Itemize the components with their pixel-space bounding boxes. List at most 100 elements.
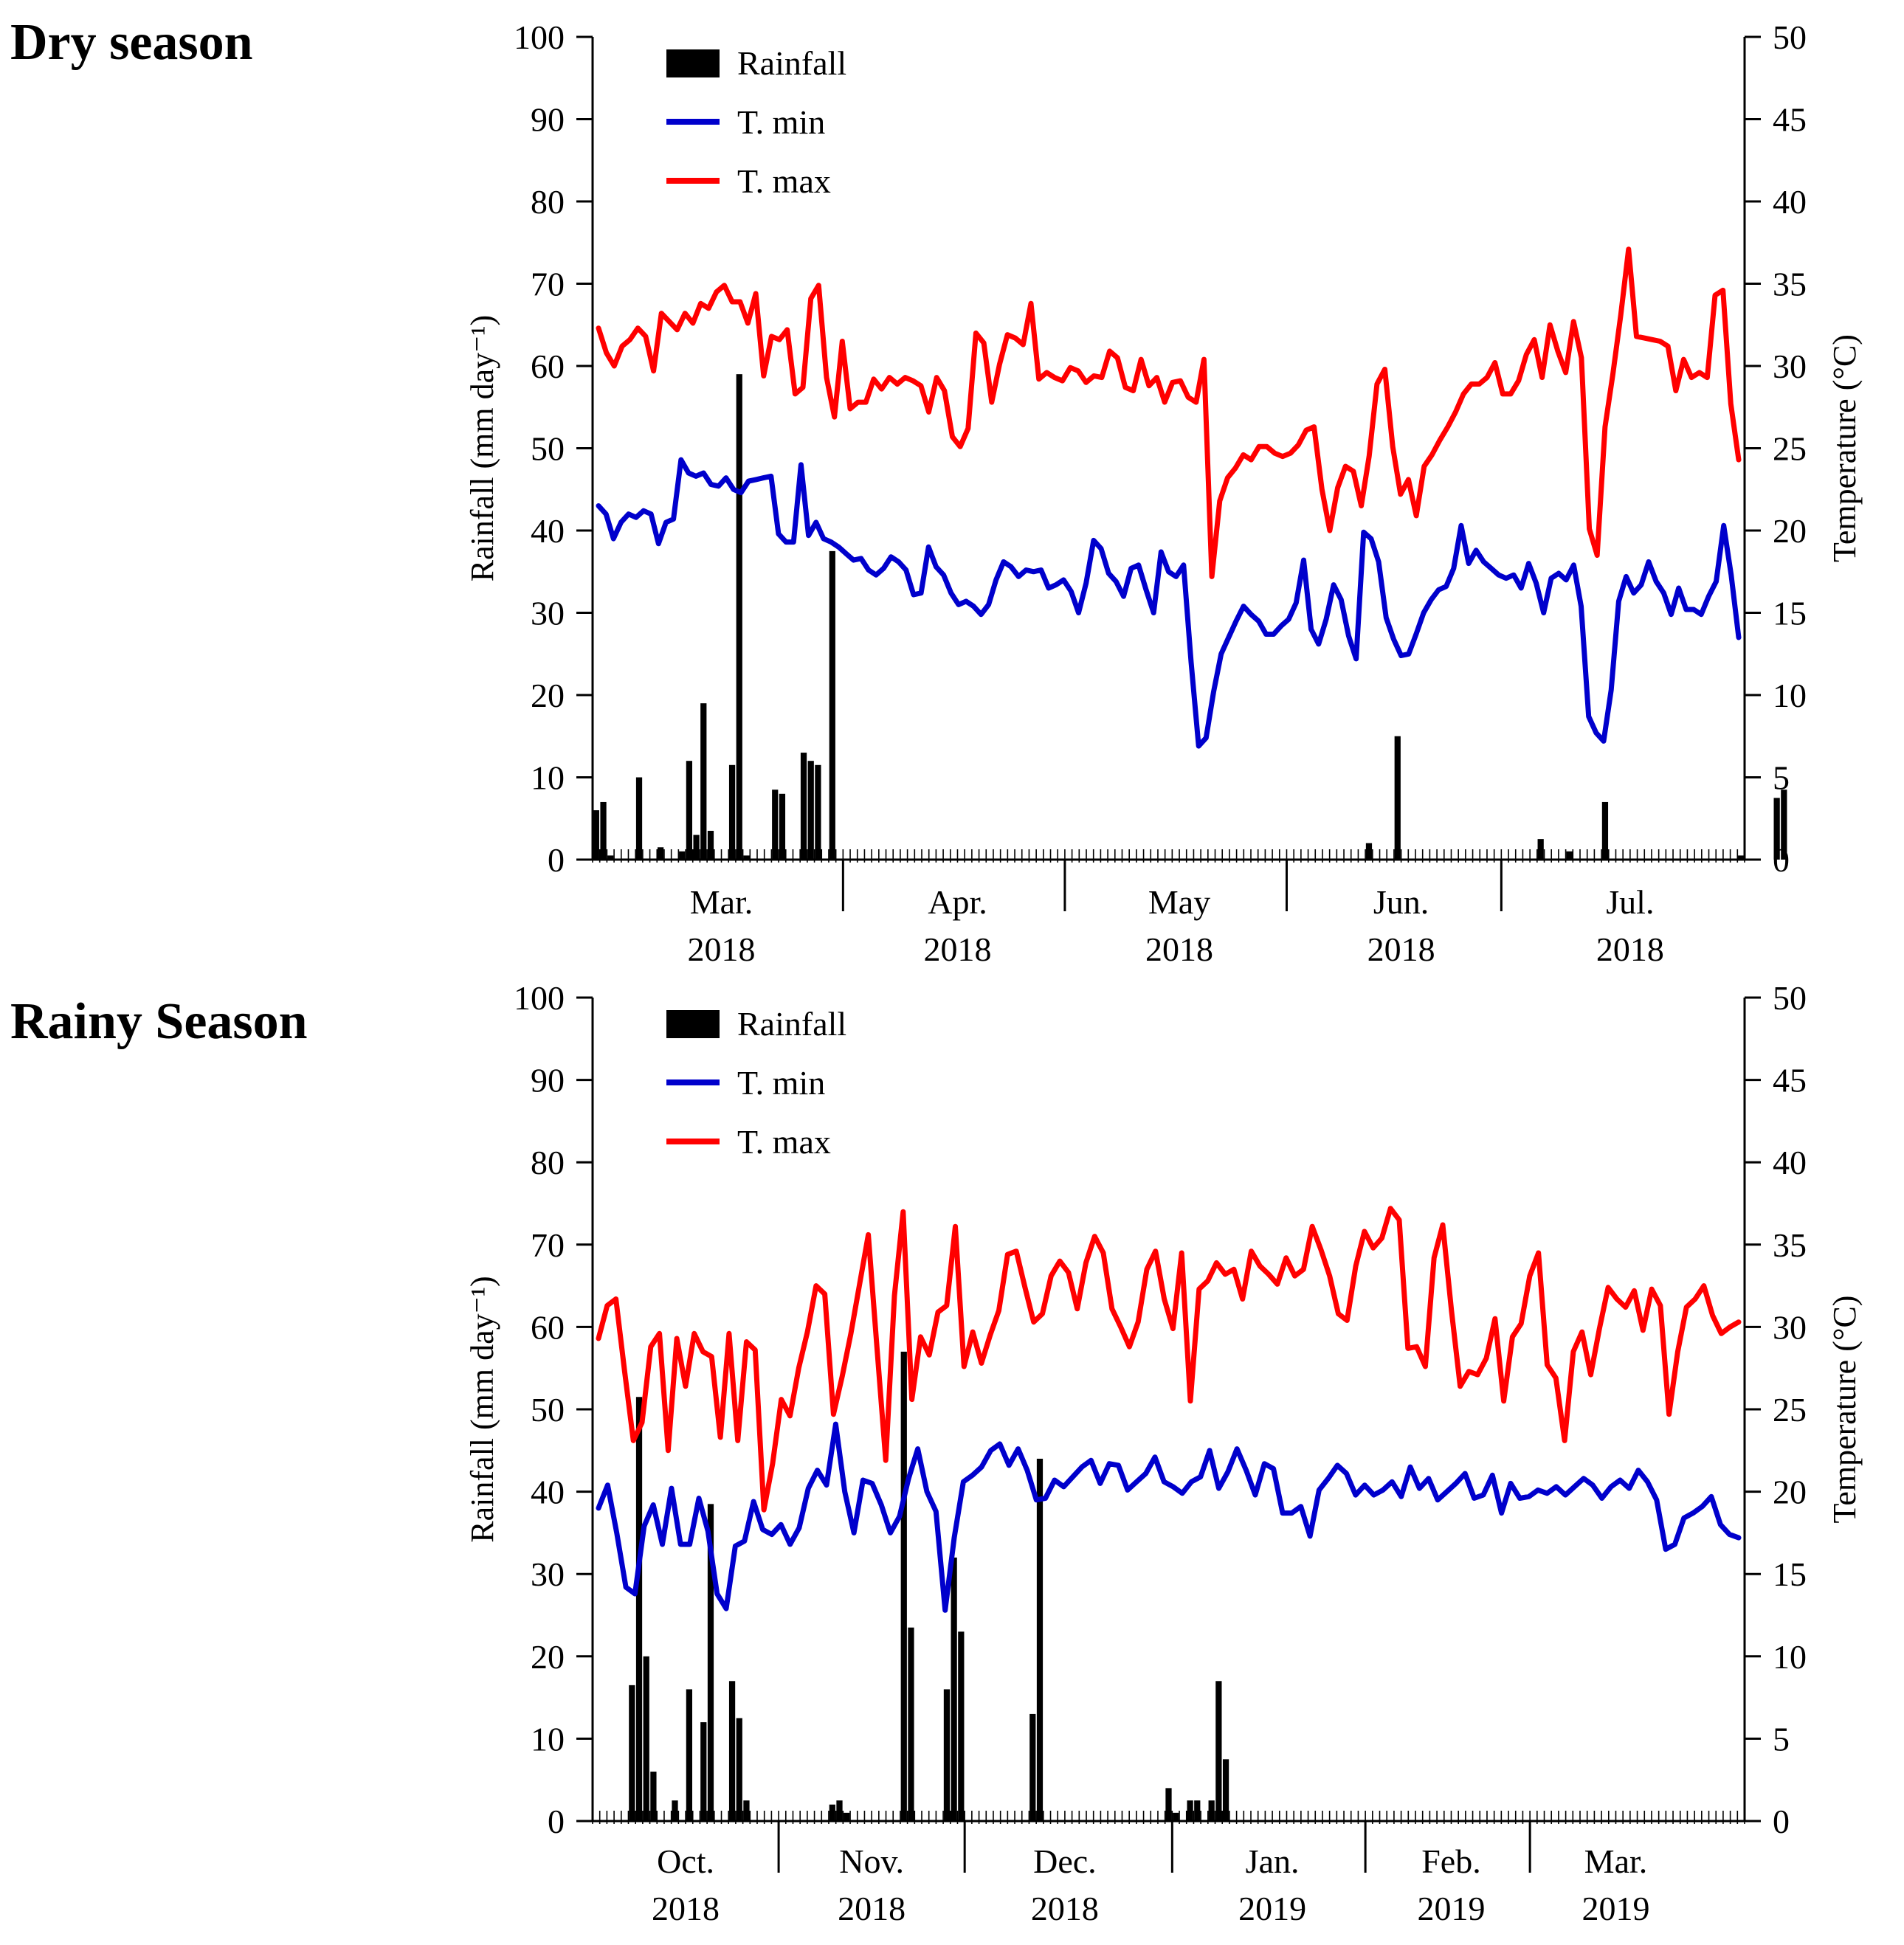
right-axis-title: Temperature (°C) [1827, 334, 1863, 562]
left-tick-label: 50 [531, 430, 565, 468]
right-tick-label: 40 [1773, 1144, 1807, 1181]
left-tick-label: 90 [531, 1062, 565, 1099]
rainfall-bar [743, 1800, 750, 1821]
rainfall-bar [1029, 1713, 1036, 1821]
rainy-season-title: Rainy Season [10, 993, 308, 1050]
year-label: 2018 [688, 930, 756, 968]
rainfall-bar [743, 855, 750, 860]
rainfall-bar [1187, 1800, 1193, 1821]
rainfall-bar [1165, 1788, 1172, 1821]
right-tick-label: 20 [1773, 512, 1807, 550]
year-label: 2019 [1238, 1890, 1306, 1927]
right-tick-label: 15 [1773, 595, 1807, 632]
rainfall-bar [1537, 839, 1544, 860]
month-label: Mar. [1584, 1842, 1648, 1880]
rainfall-bar [1194, 1800, 1201, 1821]
rainfall-bar [958, 1631, 965, 1821]
rainfall-bar [1208, 1800, 1215, 1821]
right-tick-label: 10 [1773, 677, 1807, 714]
year-label: 2018 [1145, 930, 1213, 968]
year-label: 2019 [1417, 1890, 1485, 1927]
left-tick-label: 30 [531, 595, 565, 632]
right-tick-label: 5 [1773, 1720, 1790, 1758]
rainfall-bar [736, 1718, 742, 1821]
rainfall-bar [672, 1800, 678, 1821]
rainfall-bar [686, 761, 693, 860]
rainfall-bar [1781, 790, 1787, 860]
rainfall-bar [593, 810, 599, 860]
rainfall-bar [908, 1627, 914, 1821]
rainfall-bar [1738, 855, 1745, 860]
left-tick-label: 10 [531, 1720, 565, 1758]
rainfall-bar [800, 753, 807, 860]
right-tick-label: 50 [1773, 18, 1807, 56]
year-label: 2018 [1596, 930, 1664, 968]
right-tick-label: 30 [1773, 1308, 1807, 1346]
left-axis-title: Rainfall (mm day⁻¹) [464, 315, 500, 581]
month-label: Feb. [1421, 1842, 1481, 1880]
rainfall-bar [836, 1800, 843, 1821]
rainfall-bar [629, 1685, 635, 1821]
legend-rainfall-swatch [666, 1010, 720, 1038]
right-tick-label: 50 [1773, 979, 1807, 1017]
left-tick-label: 100 [514, 18, 565, 56]
left-tick-label: 50 [531, 1391, 565, 1428]
rainfall-bar [600, 801, 607, 860]
month-label: Mar. [690, 883, 753, 921]
rainfall-bar [707, 1504, 714, 1821]
rainfall-bar [686, 1689, 693, 1821]
left-tick-label: 0 [548, 1803, 565, 1840]
year-label: 2018 [1031, 1890, 1099, 1927]
month-label: Jun. [1373, 883, 1429, 921]
left-tick-label: 80 [531, 1144, 565, 1181]
rainfall-bar [693, 835, 700, 860]
legend-tmax-label: T. max [737, 1123, 831, 1161]
legend-rainfall-label: Rainfall [737, 44, 846, 82]
right-tick-label: 5 [1773, 759, 1790, 797]
right-axis-title: Temperature (°C) [1827, 1296, 1863, 1524]
rainfall-bar [1566, 851, 1573, 860]
left-axis-title: Rainfall (mm day⁻¹) [464, 1276, 500, 1542]
rainfall-bar [1036, 1458, 1044, 1821]
rainfall-bar [1394, 736, 1401, 860]
legend-tmin-label: T. min [737, 1064, 825, 1102]
left-tick-label: 40 [531, 1474, 565, 1511]
year-label: 2018 [652, 1890, 720, 1927]
right-tick-label: 45 [1773, 101, 1807, 139]
right-tick-label: 30 [1773, 348, 1807, 385]
right-tick-label: 25 [1773, 1391, 1807, 1428]
right-tick-label: 35 [1773, 1226, 1807, 1264]
year-label: 2018 [923, 930, 991, 968]
rainfall-bar [1601, 801, 1609, 860]
rainfall-bar [772, 790, 779, 860]
rainfall-bar [700, 703, 707, 860]
right-tick-label: 0 [1773, 1803, 1790, 1840]
month-label: May [1148, 883, 1210, 921]
rainfall-bar [815, 764, 821, 860]
rainfall-bar [643, 1656, 649, 1821]
year-label: 2018 [1367, 930, 1435, 968]
rainfall-bar [700, 1722, 707, 1821]
month-label: Dec. [1033, 1842, 1097, 1880]
legend-tmin-label: T. min [737, 103, 825, 141]
month-label: Nov. [839, 1842, 904, 1880]
rainfall-bar [736, 374, 742, 860]
rainfall-bar [779, 793, 786, 860]
rainfall-bar [679, 851, 686, 860]
right-tick-label: 40 [1773, 183, 1807, 221]
rainfall-bar [1773, 798, 1780, 860]
rainfall-bar [1173, 1812, 1179, 1821]
rainfall-bar [829, 1804, 835, 1821]
rainy-season-chart: 0 10 20 30 40 50 60 70 80 90 100 0 5 10 15 20 25 30 35 40 45… [464, 979, 1863, 1927]
month-label: Jul. [1606, 883, 1654, 921]
tmax-series-line [596, 246, 1742, 579]
left-tick-label: 70 [531, 266, 565, 303]
right-tick-label: 25 [1773, 430, 1807, 468]
left-tick-label: 60 [531, 348, 565, 385]
month-label: Jan. [1246, 1842, 1300, 1880]
right-tick-label: 20 [1773, 1474, 1807, 1511]
legend-rainfall-swatch [666, 49, 720, 77]
right-tick-label: 15 [1773, 1555, 1807, 1593]
rainfall-bar [635, 1397, 643, 1821]
